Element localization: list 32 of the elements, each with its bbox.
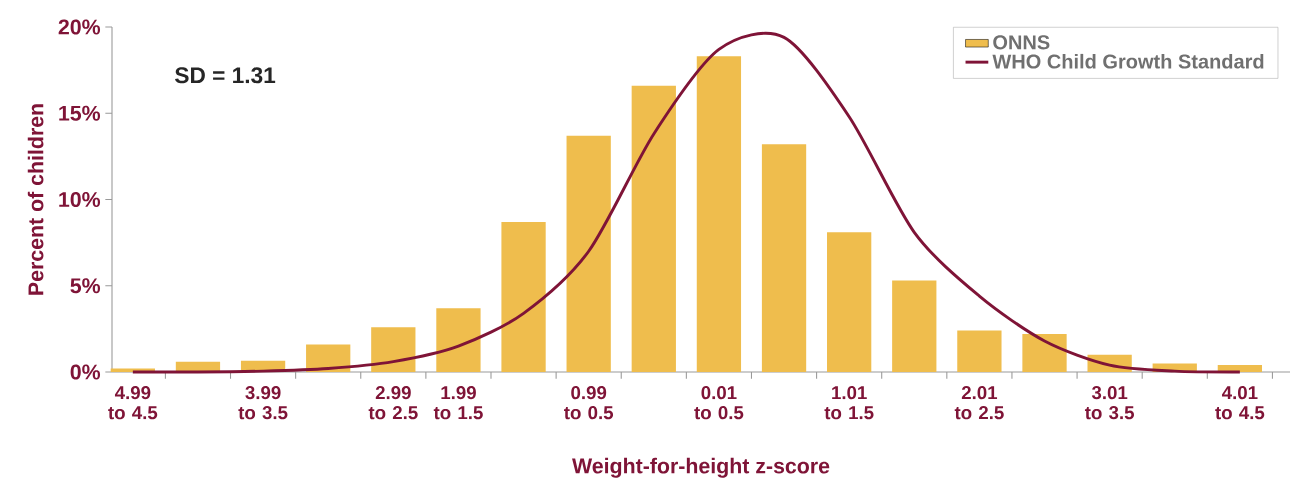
legend-label: WHO Child Growth Standard: [992, 53, 1264, 69]
bar: [1217, 365, 1263, 372]
bar: [761, 144, 807, 372]
x-tick-label: 2.01 to 2.5: [954, 386, 1004, 420]
y-tick-label: 10%: [59, 191, 101, 208]
y-tick-label: 0%: [70, 364, 101, 380]
x-tick-label: 0.99 to 0.5: [564, 386, 614, 420]
legend-label: ONNS: [993, 35, 1050, 50]
bar: [436, 308, 481, 372]
bar: [892, 280, 937, 372]
bar: [566, 135, 611, 372]
bar: [957, 330, 1002, 372]
x-axis-title: Weight-for-height z-score: [572, 457, 830, 478]
bar: [696, 56, 742, 372]
x-tick-label: 1.01 to 1.5: [824, 386, 874, 420]
y-tick-label: 15%: [59, 105, 101, 121]
x-tick-label: 3.01 to 3.5: [1084, 386, 1135, 420]
x-tick-label: 0.01 to 0.5: [694, 386, 744, 420]
y-tick-label: 5%: [70, 278, 101, 294]
y-tick-label: 20%: [58, 19, 101, 35]
x-tick-label: 3.99 to 3.5: [238, 386, 288, 420]
bar: [371, 327, 416, 372]
x-tick-label: 4.01 to 4.5: [1215, 386, 1265, 420]
x-tick-label: 4.99 to 4.5: [108, 386, 158, 420]
x-tick-label: 2.99 to 2.5: [368, 386, 418, 420]
x-tick-label: 1.99 to 1.5: [433, 386, 483, 420]
bar: [631, 85, 676, 372]
bar: [827, 232, 872, 372]
bar: [1022, 334, 1067, 372]
annotation: SD = 1.31: [175, 67, 276, 84]
y-axis-title: Percent of children: [27, 104, 44, 295]
bar: [501, 221, 546, 372]
